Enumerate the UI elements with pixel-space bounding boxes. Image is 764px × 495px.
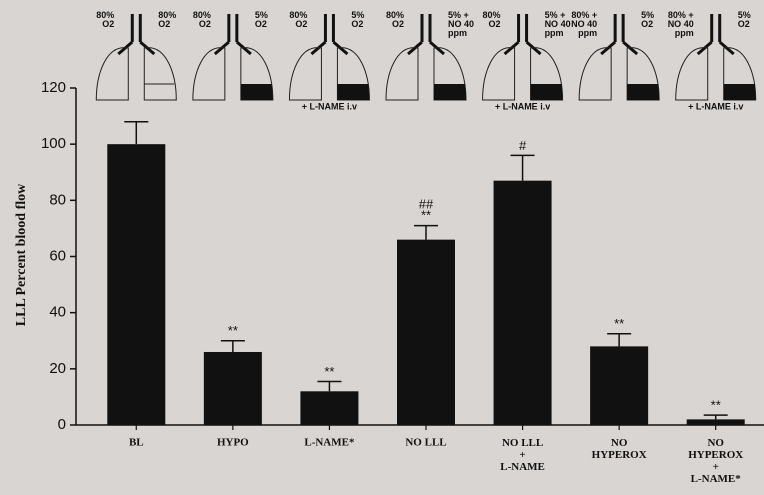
right-lung — [530, 47, 564, 101]
y-tick-label: 20 — [49, 360, 66, 377]
annotation: ** — [711, 398, 721, 413]
trachea — [117, 14, 156, 56]
bar — [686, 419, 745, 425]
left-lung — [192, 47, 226, 101]
hypoxic-lobe — [723, 84, 756, 100]
trachea — [503, 14, 542, 56]
gas-label: 80% O2 — [193, 10, 211, 29]
bar — [493, 180, 552, 425]
gas-label: 80% + NO 40 ppm — [571, 10, 597, 38]
left-lung — [578, 47, 612, 101]
hypoxic-lobe — [434, 84, 466, 100]
y-tick-label: 40 — [49, 304, 66, 321]
annotation: ** — [324, 364, 334, 379]
error-bar — [414, 224, 438, 240]
gas-label: 80% O2 — [96, 10, 114, 29]
gas-label: 80% O2 — [289, 10, 307, 29]
right-lung — [336, 47, 370, 101]
y-tick-label: 120 — [41, 79, 66, 96]
trachea — [213, 14, 252, 56]
gas-label: 5% O2 — [641, 10, 654, 29]
x-tick-label: NO LLL + L-NAME — [500, 437, 545, 473]
gas-label: 5% O2 — [351, 10, 364, 29]
annotation: ** — [228, 323, 238, 338]
treatment-label: + L-NAME i.v — [688, 101, 743, 111]
error-bar — [510, 154, 535, 181]
trachea — [696, 14, 735, 56]
error-bar — [317, 380, 342, 392]
y-axis-label: LLL Percent blood flow — [14, 183, 29, 326]
left-lung — [288, 47, 322, 101]
gas-label: 80% O2 — [386, 10, 404, 29]
right-lung — [240, 47, 274, 101]
hypoxic-lobe — [627, 84, 660, 100]
x-tick-label: L-NAME* — [304, 437, 355, 449]
hypoxic-lobe — [337, 84, 370, 100]
gas-label: 5% O2 — [255, 10, 268, 29]
error-bar — [124, 120, 149, 145]
gas-label: 5% O2 — [738, 10, 751, 29]
left-lung — [675, 47, 709, 101]
bar — [397, 239, 455, 425]
trachea — [310, 14, 349, 56]
treatment-label: + L-NAME i.v — [495, 101, 550, 111]
x-tick-label: HYPO — [217, 437, 249, 449]
hypoxic-lobe — [240, 84, 273, 100]
y-tick-label: 0 — [58, 416, 66, 433]
hypoxic-lobe — [530, 84, 563, 100]
y-tick-label: 80 — [49, 191, 66, 208]
left-lung — [385, 47, 419, 101]
y-tick-label: 60 — [49, 247, 66, 264]
bar — [203, 351, 262, 425]
right-lung — [143, 47, 177, 101]
gas-label: 80% O2 — [158, 10, 176, 29]
gas-label: 80% O2 — [483, 10, 501, 29]
left-lung — [95, 47, 129, 101]
x-tick-label: NO HYPEROX — [592, 437, 647, 461]
x-tick-label: NO HYPEROX + L-NAME* — [688, 437, 743, 485]
right-lung — [433, 47, 467, 101]
gas-label: 5% + NO 40 ppm — [545, 10, 571, 38]
gas-label: 80% + NO 40 ppm — [668, 10, 694, 38]
error-bar — [703, 414, 728, 420]
y-tick-label: 100 — [41, 135, 66, 152]
error-bar — [220, 340, 245, 352]
annotation: ** — [614, 316, 624, 331]
left-lung — [482, 47, 516, 101]
annotation: ## ** — [419, 197, 434, 223]
bar — [300, 391, 359, 425]
bar — [107, 144, 166, 425]
annotation: # — [519, 138, 527, 153]
x-tick-label: BL — [129, 437, 144, 449]
trachea — [407, 14, 445, 56]
treatment-label: + L-NAME i.v — [302, 101, 357, 111]
bar — [590, 346, 649, 425]
gas-label: 5% + NO 40 ppm — [448, 10, 474, 38]
x-tick-label: NO LLL — [405, 437, 446, 449]
trachea — [600, 14, 639, 56]
right-lung — [626, 47, 660, 101]
error-bar — [607, 332, 632, 347]
right-lung — [723, 47, 757, 101]
